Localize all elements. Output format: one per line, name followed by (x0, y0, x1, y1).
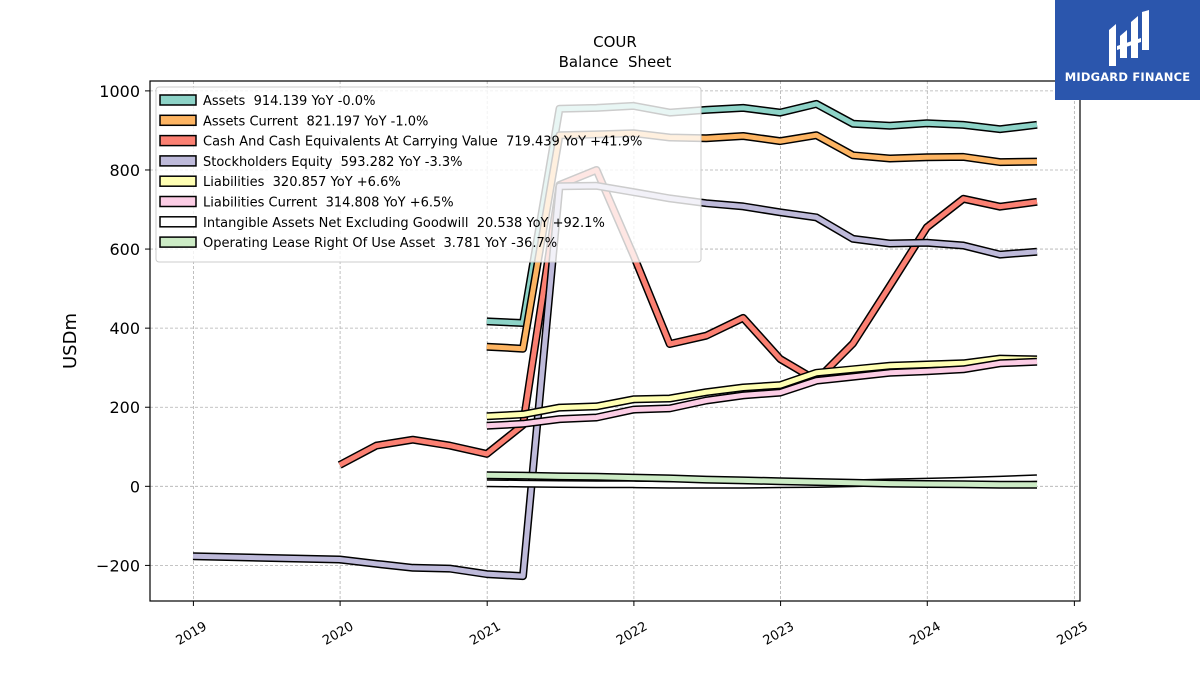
series-line (486, 471, 1038, 489)
y-tick-label: −200 (96, 556, 140, 575)
chart-title: COUR (593, 33, 637, 51)
chart-subtitle: Balance Sheet (559, 53, 672, 71)
legend-swatch (159, 155, 197, 167)
legend-swatch (159, 134, 197, 147)
series-line (486, 357, 1038, 430)
brand-name: MIDGARD FINANCE (1064, 70, 1191, 84)
y-axis-label: USDm (60, 313, 81, 369)
legend-swatch (159, 114, 197, 127)
legend-label: Cash And Cash Equivalents At Carrying Va… (203, 135, 642, 150)
series-stroke (338, 167, 1038, 468)
legend: Assets 914.139 YoY -0.0% Assets Current 8… (155, 86, 702, 263)
x-tick-label: 2023 (761, 619, 797, 649)
x-tick-label: 2022 (614, 619, 650, 649)
y-tick-label: 1000 (99, 82, 140, 101)
plot-area (149, 80, 1081, 602)
legend-label: Liabilities 320.857 YoY +6.6% (203, 175, 401, 190)
brand-mark-icon (1109, 10, 1149, 66)
legend-swatch (159, 195, 197, 208)
y-tick-label: 400 (109, 319, 140, 338)
legend-label: Assets Current 821.197 YoY -1.0% (203, 114, 428, 129)
legend-swatch (159, 94, 197, 106)
legend-swatch (159, 236, 197, 248)
legend-swatch (159, 216, 197, 228)
y-tick-label: 600 (109, 240, 140, 259)
x-tick-label: 2019 (174, 619, 210, 649)
y-tick-label: 200 (109, 398, 140, 417)
y-tick-label: 800 (109, 161, 140, 180)
x-tick-label: 2024 (907, 619, 943, 649)
legend-label: Liabilities Current 314.808 YoY +6.5% (203, 196, 454, 211)
x-tick-label: 2021 (467, 619, 503, 649)
legend-label: Intangible Assets Net Excluding Goodwill… (203, 216, 605, 231)
legend-swatch (159, 175, 197, 187)
series-stroke (486, 359, 1038, 429)
series-stroke (486, 356, 1038, 419)
legend-label: Stockholders Equity 593.282 YoY -3.3% (203, 155, 463, 170)
series-stroke (486, 472, 1038, 488)
legend-label: Operating Lease Right Of Use Asset 3.781… (203, 236, 557, 251)
y-tick-label: 0 (130, 477, 140, 496)
legend-label: Assets 914.139 YoY -0.0% (203, 94, 375, 109)
x-tick-label: 2025 (1055, 619, 1091, 649)
legend-box (155, 86, 702, 263)
brand-logo: MIDGARD FINANCE (1055, 0, 1200, 100)
series-line (337, 166, 1038, 469)
x-tick-label: 2020 (320, 619, 356, 649)
series-line (486, 354, 1038, 421)
